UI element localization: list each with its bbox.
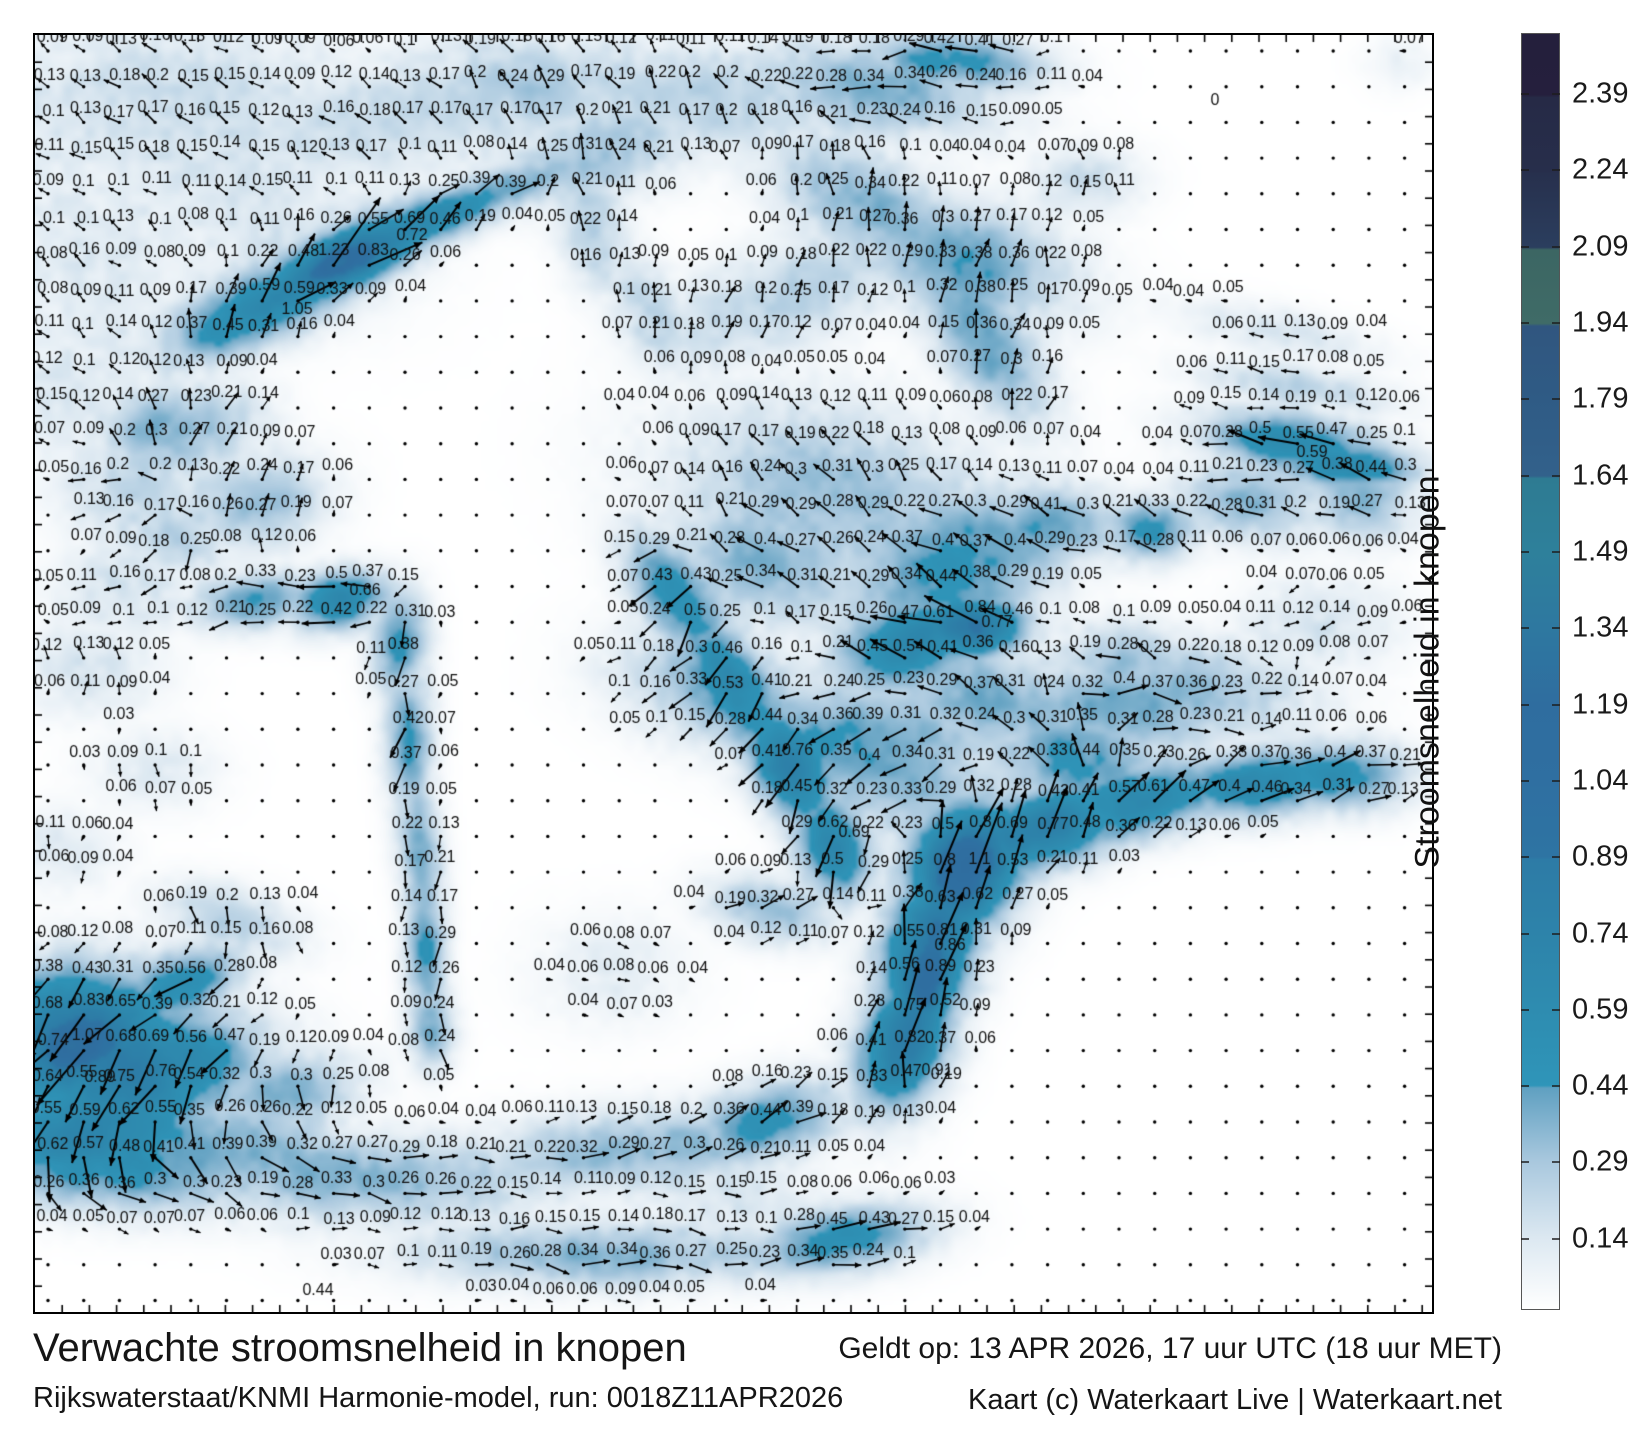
model-run-label: Rijkswaterstaat/KNMI Harmonie-model, run…	[33, 1382, 844, 1414]
map-frame	[33, 33, 1434, 1314]
colorbar-tick-label: 1.49	[1572, 535, 1629, 568]
colorbar-tick-label: 2.09	[1572, 230, 1629, 263]
colorbar-tick-label: 1.19	[1572, 688, 1629, 721]
colorbar-tick-label: 1.79	[1572, 382, 1629, 415]
colorbar-tick-label: 1.04	[1572, 764, 1629, 797]
colorbar-tick-label: 0.89	[1572, 840, 1629, 873]
colorbar-tick-label: 1.64	[1572, 459, 1629, 492]
colorbar-tick-label: 0.74	[1572, 917, 1629, 949]
credit-label: Kaart (c) Waterkaart Live | Waterkaart.n…	[968, 1384, 1502, 1416]
colorbar-tick-label: 1.94	[1572, 306, 1629, 339]
colorbar-axis-title-text: Stroomsnelheid in knopen	[1408, 474, 1447, 869]
colorbar-tick-label: 0.59	[1572, 993, 1629, 1026]
colorbar-tick-labels: 2.39 2.24 2.09 1.94 1.79 1.64 1.49 1.34 1.19 1.04…	[1572, 33, 1650, 1310]
map-title: Verwachte stroomsnelheid in knopen	[33, 1326, 687, 1370]
colorbar-axis-title: Stroomsnelheid in knopen	[1404, 33, 1452, 1310]
colorbar-tick-label: 0.44	[1572, 1069, 1629, 1102]
valid-time-label: Geldt op: 13 APR 2026, 17 uur UTC (18 uu…	[838, 1332, 1502, 1365]
colorbar-tick-label: 2.24	[1572, 153, 1629, 186]
current-speed-map-canvas	[35, 35, 1432, 1312]
colorbar-tick-label: 1.34	[1572, 611, 1629, 644]
colorbar-tick-label: 0.29	[1572, 1145, 1629, 1178]
colorbar-tick-label: 2.39	[1572, 77, 1629, 110]
colorbar-tick-label: 0.14	[1572, 1222, 1629, 1255]
colorbar	[1521, 33, 1560, 1310]
